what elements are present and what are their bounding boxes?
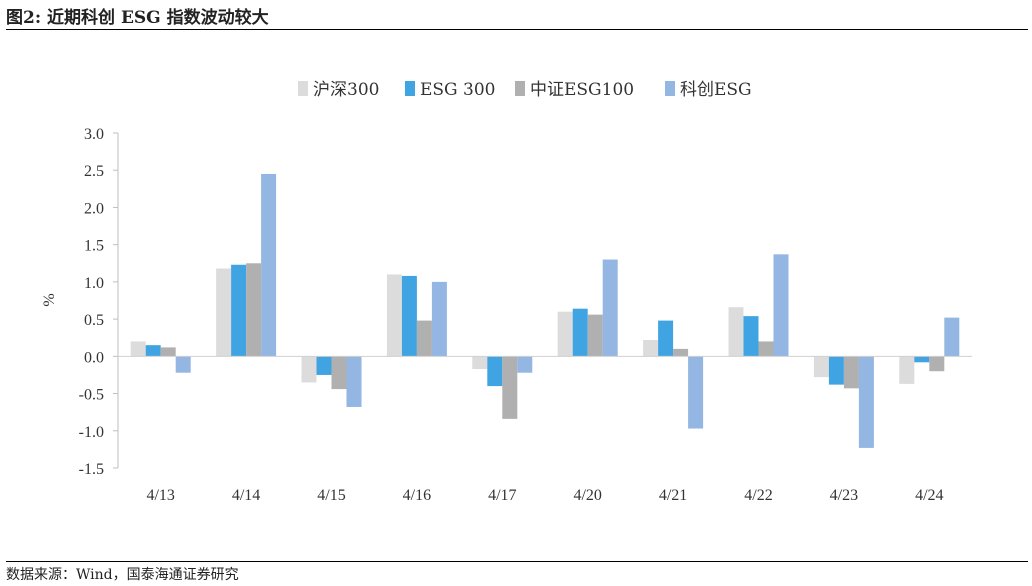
bar — [431, 281, 447, 357]
bar — [587, 314, 603, 357]
y-tick-label: 0.0 — [84, 349, 104, 366]
bar — [331, 356, 347, 390]
bar — [773, 254, 789, 357]
bar — [643, 339, 659, 357]
y-tick-label: 1.5 — [84, 238, 104, 255]
bar — [301, 356, 317, 383]
y-tick-label: -1.0 — [79, 424, 104, 441]
bar — [673, 348, 689, 357]
bar — [216, 268, 232, 357]
x-tick-label: 4/24 — [915, 487, 943, 504]
x-tick-label: 4/20 — [573, 487, 601, 504]
legend-label: ESG 300 — [420, 80, 496, 100]
y-tick-label: 1.0 — [84, 275, 104, 292]
bar — [316, 356, 332, 375]
bar — [175, 356, 191, 373]
legend-swatch — [405, 81, 415, 96]
legend-label: 沪深300 — [313, 80, 379, 100]
legend-label: 科创ESG — [680, 80, 752, 100]
x-tick-label: 4/21 — [659, 487, 687, 504]
y-tick-label: 3.0 — [84, 126, 104, 143]
bar — [346, 356, 362, 407]
legend-swatch — [515, 81, 525, 96]
x-tick-label: 4/15 — [317, 487, 345, 504]
bar — [858, 356, 874, 448]
y-tick-label: -1.5 — [79, 461, 104, 478]
bar — [688, 356, 704, 429]
bar — [517, 356, 533, 373]
bar — [246, 263, 262, 357]
bar — [261, 173, 277, 357]
bar — [914, 356, 930, 363]
y-tick-label: -0.5 — [79, 387, 104, 404]
y-axis-label: % — [41, 293, 58, 306]
bar — [929, 356, 945, 372]
x-tick-label: 4/16 — [403, 487, 431, 504]
y-tick-label: 2.5 — [84, 163, 104, 180]
legend-swatch — [298, 81, 308, 96]
bar — [487, 356, 503, 387]
bar — [658, 320, 674, 357]
bar — [416, 320, 432, 357]
x-tick-label: 4/22 — [744, 487, 772, 504]
bar — [813, 356, 829, 378]
legend-swatch — [665, 81, 675, 96]
bars — [130, 173, 960, 448]
bottom-rule — [6, 561, 1028, 562]
bar — [944, 317, 960, 357]
bar — [899, 356, 915, 384]
bar — [472, 356, 488, 369]
bar — [145, 345, 161, 357]
x-tick-label: 4/14 — [232, 487, 260, 504]
x-tick-label: 4/13 — [146, 487, 174, 504]
top-rule — [6, 29, 1028, 30]
y-axis: 3.0 2.5 2.0 1.5 1.0 0.5 0.0 -0.5 -1.0 -1.5 — [79, 126, 119, 478]
bar — [401, 275, 417, 357]
bar — [160, 347, 176, 357]
x-tick-label: 4/23 — [830, 487, 858, 504]
bar — [602, 259, 618, 357]
bar — [728, 307, 744, 357]
y-axis-label-group: % — [41, 293, 58, 306]
bar — [572, 308, 588, 357]
bar — [828, 356, 844, 385]
bar — [386, 274, 402, 357]
bar — [130, 341, 146, 357]
bar — [231, 264, 247, 357]
x-tick-label: 4/17 — [488, 487, 516, 504]
bar — [743, 316, 759, 357]
y-tick-label: 2.0 — [84, 200, 104, 217]
legend-label: 中证ESG100 — [530, 80, 634, 100]
bar — [758, 341, 774, 357]
bar — [843, 356, 859, 389]
figure-title: 图2: 近期科创 ESG 指数波动较大 — [6, 8, 269, 28]
bar — [557, 311, 573, 357]
legend: 沪深300 ESG 300 中证ESG100 科创ESG — [298, 80, 752, 100]
bar — [502, 356, 518, 419]
data-source-note: 数据来源：Wind，国泰海通证券研究 — [6, 567, 239, 583]
y-tick-label: 0.5 — [84, 312, 104, 329]
x-axis: 4/13 4/14 4/15 4/16 4/17 4/20 4/21 4/22 4/23 4/24 — [118, 355, 972, 504]
